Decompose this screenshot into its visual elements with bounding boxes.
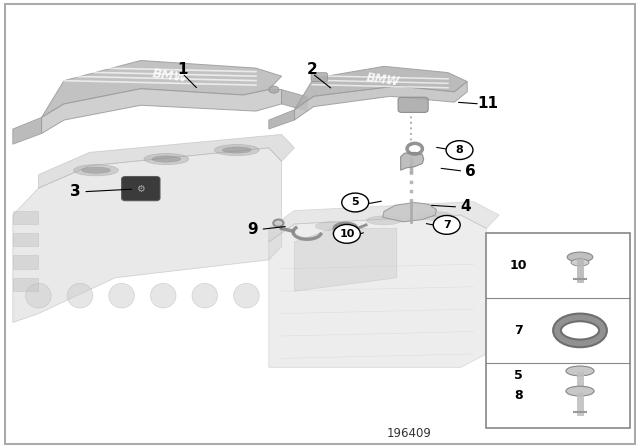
- Circle shape: [446, 141, 473, 159]
- Text: 8: 8: [514, 389, 522, 402]
- Polygon shape: [13, 148, 282, 323]
- Text: 8: 8: [456, 145, 463, 155]
- Polygon shape: [383, 202, 436, 222]
- Polygon shape: [401, 152, 424, 170]
- Text: BMW: BMW: [151, 67, 188, 85]
- Ellipse shape: [566, 366, 594, 376]
- Text: 11: 11: [477, 96, 498, 112]
- Bar: [13, 278, 38, 291]
- Bar: [13, 211, 38, 224]
- Text: 3: 3: [70, 184, 81, 199]
- FancyBboxPatch shape: [486, 233, 630, 428]
- Text: 6: 6: [465, 164, 476, 179]
- Circle shape: [273, 220, 284, 227]
- Ellipse shape: [152, 156, 181, 162]
- FancyBboxPatch shape: [311, 73, 328, 82]
- Circle shape: [333, 224, 360, 243]
- Ellipse shape: [566, 386, 594, 396]
- FancyBboxPatch shape: [398, 97, 428, 112]
- Ellipse shape: [67, 284, 93, 308]
- Ellipse shape: [192, 284, 218, 308]
- Text: 5: 5: [514, 369, 522, 382]
- Polygon shape: [282, 90, 307, 111]
- Polygon shape: [294, 66, 467, 110]
- Text: 10: 10: [339, 229, 355, 239]
- Ellipse shape: [315, 222, 351, 231]
- FancyBboxPatch shape: [122, 177, 160, 201]
- Text: 196409: 196409: [387, 427, 432, 440]
- Text: 2: 2: [307, 62, 317, 77]
- Ellipse shape: [74, 165, 118, 176]
- Polygon shape: [38, 134, 294, 188]
- Ellipse shape: [223, 147, 252, 153]
- Ellipse shape: [571, 259, 589, 266]
- Polygon shape: [269, 215, 486, 367]
- Polygon shape: [42, 60, 282, 117]
- Polygon shape: [294, 228, 397, 291]
- Ellipse shape: [82, 167, 111, 173]
- Text: ⚙: ⚙: [136, 184, 145, 194]
- Circle shape: [269, 86, 279, 93]
- Ellipse shape: [366, 216, 402, 225]
- Ellipse shape: [144, 153, 189, 165]
- Text: 5: 5: [351, 198, 359, 207]
- Text: BMW: BMW: [365, 71, 401, 89]
- Polygon shape: [42, 89, 282, 134]
- Bar: [13, 233, 38, 246]
- Text: 7: 7: [443, 220, 451, 230]
- Polygon shape: [13, 117, 42, 144]
- Text: 9: 9: [248, 222, 258, 237]
- Ellipse shape: [150, 284, 176, 308]
- Text: 7: 7: [514, 324, 522, 337]
- Text: 10: 10: [509, 258, 527, 271]
- Text: 4: 4: [461, 199, 471, 215]
- Ellipse shape: [234, 284, 259, 308]
- Ellipse shape: [109, 284, 134, 308]
- Text: 1: 1: [177, 62, 188, 77]
- Polygon shape: [269, 110, 294, 129]
- Ellipse shape: [418, 211, 453, 220]
- Ellipse shape: [567, 252, 593, 262]
- Ellipse shape: [26, 284, 51, 308]
- Bar: [13, 255, 38, 269]
- Polygon shape: [294, 82, 467, 120]
- Circle shape: [342, 193, 369, 212]
- Circle shape: [433, 215, 460, 234]
- Polygon shape: [269, 202, 499, 242]
- Ellipse shape: [214, 144, 259, 156]
